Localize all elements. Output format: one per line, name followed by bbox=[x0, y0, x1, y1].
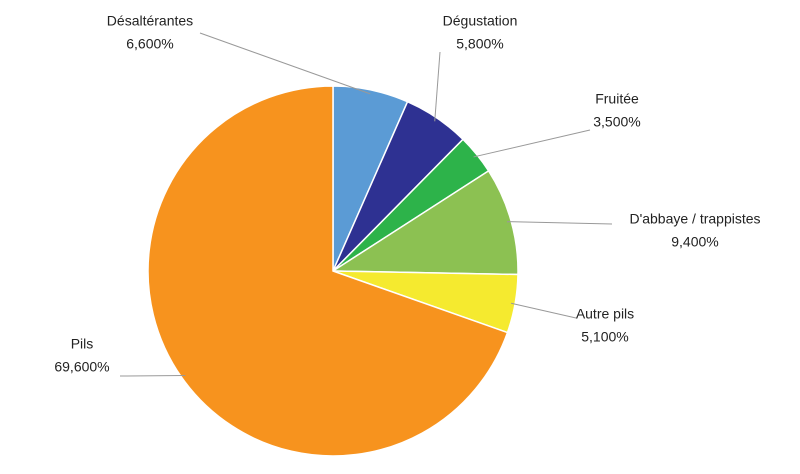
slice-label: D'abbaye / trappistes bbox=[629, 211, 760, 227]
slice-value-label: 6,600% bbox=[126, 36, 173, 52]
slice-value-label: 5,800% bbox=[456, 36, 503, 52]
slice-value-label: 9,400% bbox=[671, 234, 718, 250]
leader-line bbox=[507, 222, 612, 224]
slice-value-label: 69,600% bbox=[54, 359, 109, 375]
leader-line bbox=[200, 33, 370, 94]
slice-label: Dégustation bbox=[443, 13, 518, 29]
leader-line bbox=[435, 52, 440, 121]
slice-value-label: 3,500% bbox=[593, 114, 640, 130]
slice-label: Fruitée bbox=[595, 91, 639, 107]
slice-label: Pils bbox=[71, 336, 94, 352]
leader-line bbox=[511, 303, 576, 318]
slice-label: Autre pils bbox=[576, 306, 634, 322]
leader-line bbox=[474, 130, 590, 157]
slice-label: Désaltérantes bbox=[107, 13, 193, 29]
slice-value-label: 5,100% bbox=[581, 329, 628, 345]
